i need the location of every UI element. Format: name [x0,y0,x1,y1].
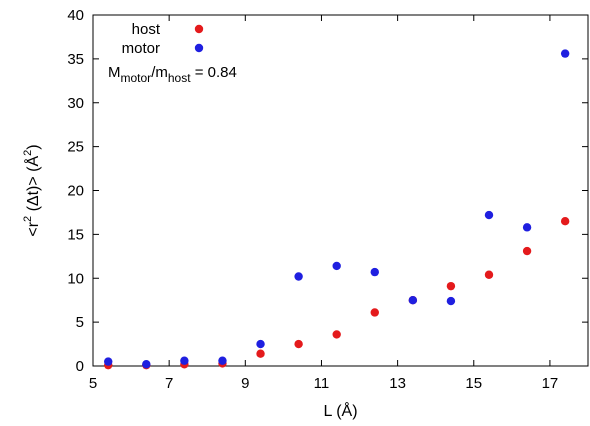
motor-point [142,360,151,369]
y-tick-label: 10 [67,270,84,287]
x-tick-label: 7 [165,375,173,392]
motor-point [370,267,379,277]
legend-label-motor: motor [122,40,160,57]
y-axis-title: <r2 (Δt)> (Å2) [22,144,42,236]
motor-point [522,223,532,232]
y-title-close: ) [25,144,42,149]
y-tick-label: 35 [67,51,84,68]
data-points [104,49,570,370]
motor-point [104,357,113,366]
x-tick-label: 9 [241,375,249,392]
annot-base: M [108,64,121,81]
y-tick-label: 20 [67,183,84,200]
host-point [370,308,379,317]
host-point [522,246,532,256]
host-point [332,330,341,339]
motor-point [294,272,303,281]
annot-sub-host: host [168,71,191,85]
x-tick-label: 13 [389,375,406,392]
motor-point [484,210,494,220]
annot-value: = 0.84 [191,64,237,81]
x-tick-label: 15 [465,375,482,392]
x-tick-label: 5 [89,375,97,392]
y-title-sup2: 2 [22,150,34,156]
legend-label-host: host [132,21,161,38]
x-axis-title: L (Å) [323,401,357,420]
legend-marker-motor [194,43,204,53]
y-tick-label: 25 [67,139,84,156]
motor-point [332,261,341,271]
host-point [560,217,570,226]
y-title-sup1: 2 [22,216,34,222]
annot-sub-motor: motor [121,71,152,85]
host-point [294,339,303,349]
y-tick-label: 40 [67,7,84,24]
y-tick-label: 5 [76,314,84,331]
annot-slash: /m [151,64,168,81]
y-title-mid: (Δt)> (Å [23,155,42,215]
host-point [484,270,494,279]
y-tick-label: 15 [67,226,84,243]
motor-point [446,296,456,306]
y-tick-label: 30 [67,95,84,112]
motor-point [180,356,189,365]
host-point [256,349,265,358]
x-tick-label: 11 [314,375,330,392]
mass-ratio-annotation: Mmotor/mhost = 0.84 [108,64,237,85]
y-tick-label: 0 [76,358,84,375]
motor-point [408,295,418,305]
motor-point [256,339,265,349]
motor-point [560,49,570,58]
host-point [446,281,456,291]
motor-point [218,356,227,365]
y-title-open: <r [25,221,42,236]
legend-marker-host [194,24,204,34]
x-tick-label: 17 [542,375,559,392]
legend: host motor [122,21,204,57]
